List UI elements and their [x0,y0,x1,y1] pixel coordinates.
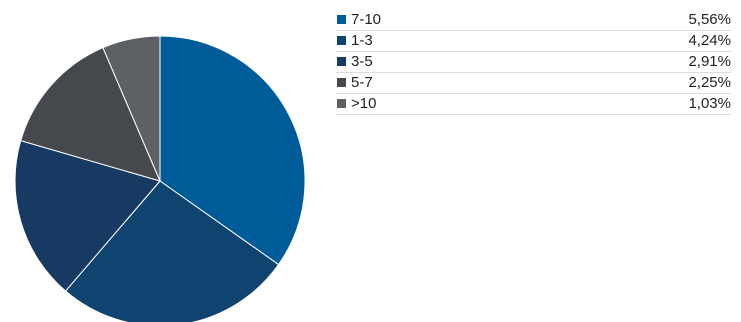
legend-label: 3-5 [351,53,373,70]
pie-slice [65,180,280,322]
legend-swatch [337,15,346,24]
legend-item: 5-7 2,25% [336,73,731,94]
legend-swatch [337,78,346,87]
legend-label: 7-10 [351,11,382,28]
legend-item: >10 1,03% [336,94,731,115]
legend-item: 3-5 2,91% [336,52,731,73]
legend-value: 2,91% [688,53,731,70]
legend-swatch [337,57,346,66]
pie-chart [14,35,306,322]
legend-label: 5-7 [351,74,373,91]
legend-value: 1,03% [688,95,731,112]
pie-slice [102,35,161,182]
legend-value: 4,24% [688,32,731,49]
legend-swatch [337,99,346,108]
pie-slice [14,140,161,292]
legend-label: 1-3 [351,32,373,49]
legend-value: 2,25% [688,74,731,91]
pie-slice [159,35,306,266]
legend-item: 1-3 4,24% [336,31,731,52]
legend-swatch [337,36,346,45]
legend: 7-10 5,56% 1-3 4,24% 3-5 2,91% 5-7 2,25%… [336,10,731,115]
legend-item: 7-10 5,56% [336,10,731,31]
legend-label: >10 [351,95,377,112]
pie-slice [20,47,161,182]
legend-value: 5,56% [688,11,731,28]
